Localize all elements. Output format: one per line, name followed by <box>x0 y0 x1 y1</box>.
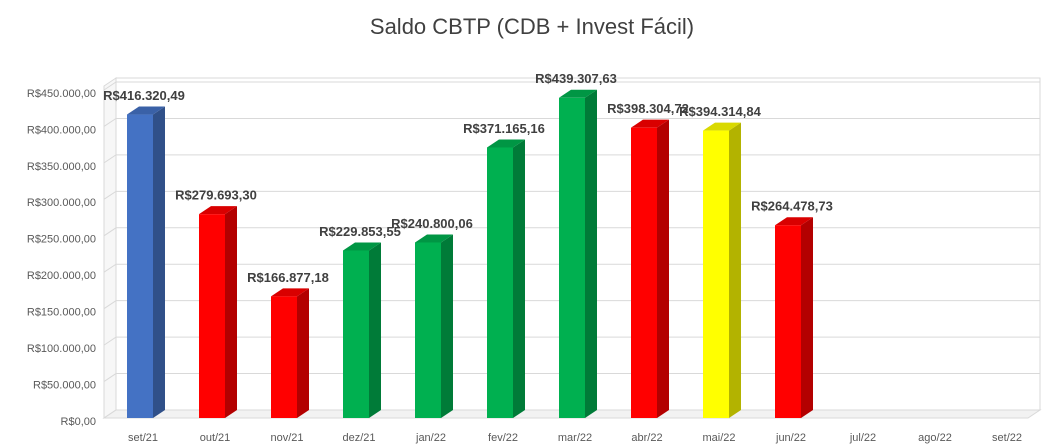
bar <box>775 217 813 418</box>
bar-side <box>657 119 669 418</box>
x-tick-label: abr/22 <box>631 432 662 444</box>
bar <box>631 119 669 418</box>
bar-side <box>801 217 813 418</box>
x-tick-label: mai/22 <box>702 432 735 444</box>
y-tick-label: R$400.000,00 <box>27 124 96 136</box>
value-label: R$279.693,30 <box>175 188 257 203</box>
bar <box>199 206 237 418</box>
bar-side <box>225 206 237 418</box>
chart-title: Saldo CBTP (CDB + Invest Fácil) <box>370 14 694 39</box>
bar-front <box>487 147 513 418</box>
bar-front <box>631 127 657 418</box>
bar <box>559 89 597 418</box>
bar <box>343 242 381 418</box>
grid-line <box>103 117 1040 127</box>
y-tick-label: R$50.000,00 <box>33 379 96 391</box>
value-label: R$240.800,06 <box>391 216 473 231</box>
bar-top <box>415 234 453 243</box>
bar-top <box>631 119 669 128</box>
value-label: R$394.314,84 <box>679 104 761 119</box>
bar-front <box>127 114 153 419</box>
bar-top <box>199 206 237 215</box>
bar-front <box>703 130 729 418</box>
x-tick-label: nov/21 <box>270 432 303 444</box>
x-tick-label: set/22 <box>992 432 1022 444</box>
bar <box>703 122 741 419</box>
x-tick-label: ago/22 <box>918 432 952 444</box>
bar-top <box>271 288 309 297</box>
x-tick-label: out/21 <box>200 432 231 444</box>
value-label: R$439.307,63 <box>535 71 617 86</box>
bar-side <box>585 89 597 418</box>
bar-side <box>153 106 165 419</box>
bar-top <box>127 106 165 115</box>
bar-front <box>559 97 585 418</box>
x-tick-label: jun/22 <box>775 432 806 444</box>
x-tick-label: jul/22 <box>849 432 876 444</box>
y-tick-label: R$450.000,00 <box>27 88 96 100</box>
side-wall <box>103 77 117 419</box>
value-label: R$398.304,72 <box>607 101 689 116</box>
bar-top <box>343 242 381 251</box>
bar-top <box>703 122 741 131</box>
bar <box>415 234 453 418</box>
value-label: R$264.478,73 <box>751 199 833 214</box>
grid-line <box>103 81 1040 91</box>
bar <box>127 106 165 419</box>
value-label: R$229.853,55 <box>319 224 401 239</box>
bar-front <box>199 214 225 418</box>
value-label: R$371.165,16 <box>463 121 545 136</box>
x-tick-label: set/21 <box>128 432 158 444</box>
bar <box>271 288 309 418</box>
y-tick-label: R$150.000,00 <box>27 307 96 319</box>
bar-top <box>559 89 597 98</box>
bar-front <box>775 225 801 418</box>
x-tick-label: dez/21 <box>342 432 375 444</box>
bar-side <box>297 288 309 418</box>
bar-front <box>343 250 369 418</box>
bar-front <box>271 296 297 418</box>
y-tick-label: R$350.000,00 <box>27 161 96 173</box>
x-tick-label: mar/22 <box>558 432 592 444</box>
bar-side <box>369 242 381 418</box>
x-tick-label: jan/22 <box>415 432 446 444</box>
bar-side <box>729 122 741 419</box>
bar-side <box>441 234 453 418</box>
y-tick-label: R$100.000,00 <box>27 343 96 355</box>
y-tick-label: R$300.000,00 <box>27 197 96 209</box>
y-tick-label: R$250.000,00 <box>27 234 96 246</box>
bar-top <box>775 217 813 226</box>
bar <box>487 139 525 418</box>
value-label: R$416.320,49 <box>103 88 185 103</box>
bar-top <box>487 139 525 148</box>
bar-front <box>415 242 441 418</box>
bar-side <box>513 139 525 418</box>
y-tick-label: R$200.000,00 <box>27 270 96 282</box>
y-tick-label: R$0,00 <box>61 416 96 428</box>
value-label: R$166.877,18 <box>247 270 329 285</box>
x-tick-label: fev/22 <box>488 432 518 444</box>
